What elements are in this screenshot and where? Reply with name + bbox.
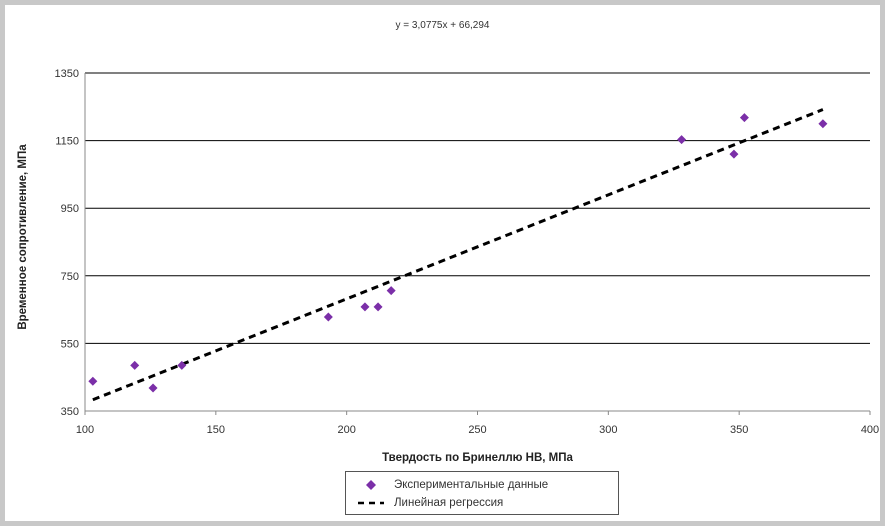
gridlines	[85, 72, 870, 412]
dashed-line-icon	[356, 500, 386, 506]
y-tick-labels: 350 550 750 950 1150 1350	[55, 68, 79, 418]
data-point-6	[360, 302, 370, 312]
x-tick-400: 400	[861, 424, 879, 436]
x-tick-350: 350	[730, 424, 748, 436]
data-point-9	[677, 135, 687, 145]
regression-equation: y = 3,0775x + 66,294	[395, 20, 490, 31]
x-tick-100: 100	[76, 424, 94, 436]
diamond-marker-icon	[356, 479, 386, 491]
y-tick-350: 350	[61, 406, 79, 418]
x-tick-150: 150	[207, 424, 225, 436]
legend-label-regression: Линейная регрессия	[394, 497, 504, 509]
legend-item-regression: Линейная регрессия	[356, 495, 503, 511]
data-point-12	[818, 119, 828, 129]
data-point-5	[323, 312, 333, 322]
regression-line	[92, 108, 824, 402]
x-tick-labels: 100 150 200 250 300 350 400	[76, 424, 879, 436]
legend: Экспериментальные данные Линейная регрес…	[345, 471, 619, 515]
data-point-3	[148, 383, 158, 393]
y-tick-1350: 1350	[55, 68, 79, 80]
legend-item-experimental: Экспериментальные данные	[356, 477, 548, 493]
x-tick-250: 250	[468, 424, 486, 436]
data-point-4	[177, 360, 187, 370]
data-points	[88, 113, 828, 393]
y-tick-1150: 1150	[55, 136, 79, 148]
data-point-2	[130, 360, 140, 370]
regression-series	[92, 108, 824, 402]
x-tick-200: 200	[337, 424, 355, 436]
y-tick-750: 750	[61, 271, 79, 283]
y-tick-550: 550	[61, 338, 79, 350]
data-point-7	[373, 302, 383, 312]
y-axis-label: Временное сопротивление, МПа	[17, 144, 29, 330]
data-point-8	[386, 286, 396, 296]
x-axis-label: Твердость по Бринеллю НВ, МПа	[382, 452, 573, 464]
axes	[84, 73, 871, 415]
data-point-10	[729, 149, 739, 159]
data-point-1	[88, 376, 98, 386]
x-tick-300: 300	[599, 424, 617, 436]
legend-label-experimental: Экспериментальные данные	[394, 479, 549, 491]
data-point-11	[739, 113, 749, 123]
y-tick-950: 950	[61, 203, 79, 215]
